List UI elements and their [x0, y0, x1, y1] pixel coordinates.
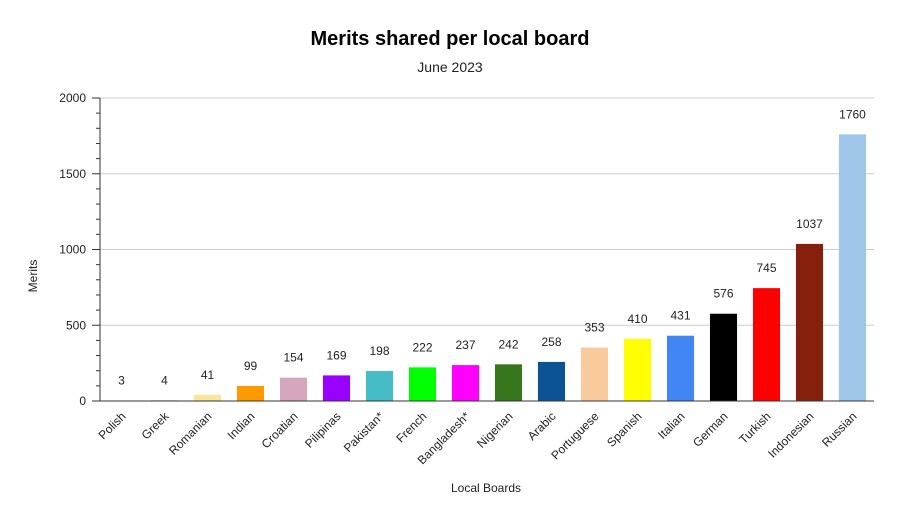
data-label: 1760: [839, 107, 866, 121]
category-label: Spanish: [604, 409, 645, 450]
bar: [451, 365, 480, 401]
data-label: 431: [670, 309, 690, 323]
y-tick-label: 500: [66, 318, 86, 332]
x-axis-title: Local Boards: [451, 481, 521, 495]
data-label: 3: [118, 374, 125, 388]
data-label: 258: [541, 335, 561, 349]
gridlines: [100, 97, 874, 326]
category-label: Croatian: [259, 409, 301, 451]
data-labels: 3 4 41 99 154 169 198 222 237 242 258 353 410 431 576 7…: [118, 107, 866, 387]
data-label: 745: [756, 261, 776, 275]
bar: [709, 313, 738, 401]
data-label: 154: [283, 351, 303, 365]
category-label: Pakistan*: [341, 409, 387, 455]
y-axis-ticks: 0 500 1000 1500 2000: [59, 91, 100, 408]
data-label: 198: [369, 344, 389, 358]
y-tick-label: 0: [79, 394, 86, 408]
y-tick-label: 2000: [59, 91, 86, 105]
data-label: 242: [498, 337, 518, 351]
category-label: Indonesian: [765, 409, 816, 460]
category-label: Turkish: [736, 409, 773, 446]
category-label: Russian: [819, 409, 860, 450]
data-label: 169: [326, 348, 346, 362]
chart-subtitle: June 2023: [417, 59, 483, 75]
bar: [623, 338, 652, 401]
bar: [537, 361, 566, 401]
bar: [838, 134, 867, 402]
bar: [752, 288, 781, 401]
chart-title: Merits shared per local board: [311, 28, 590, 50]
bar: [795, 243, 824, 401]
bar: [666, 335, 695, 401]
category-label: Nigerian: [474, 409, 516, 451]
category-label: Greek: [139, 409, 173, 443]
bar: [408, 367, 437, 401]
bar: [279, 377, 308, 401]
data-label: 99: [244, 359, 258, 373]
category-label: Italian: [655, 409, 688, 442]
category-label: Arabic: [525, 409, 559, 443]
category-label: French: [393, 409, 429, 445]
data-label: 4: [161, 373, 168, 387]
data-label: 237: [455, 338, 475, 352]
bar: [193, 394, 222, 401]
bar: [494, 364, 523, 401]
category-label: German: [690, 409, 731, 450]
bar: [580, 347, 609, 401]
data-label: 576: [713, 287, 733, 301]
bars: [107, 134, 867, 402]
bar: [365, 371, 394, 401]
data-label: 222: [412, 340, 432, 354]
category-label: Pilipinas: [302, 409, 344, 451]
category-label: Romanian: [166, 409, 215, 458]
category-label: Indian: [225, 409, 258, 442]
bar: [322, 375, 351, 401]
y-tick-label: 1500: [59, 167, 86, 181]
y-axis-title: Merits: [26, 260, 40, 293]
category-label: Polish: [96, 409, 129, 442]
data-label: 41: [201, 368, 215, 382]
data-label: 1037: [796, 217, 823, 231]
y-tick-label: 1000: [59, 243, 86, 257]
data-label: 353: [584, 321, 604, 335]
bar: [236, 386, 265, 401]
data-label: 410: [627, 312, 647, 326]
